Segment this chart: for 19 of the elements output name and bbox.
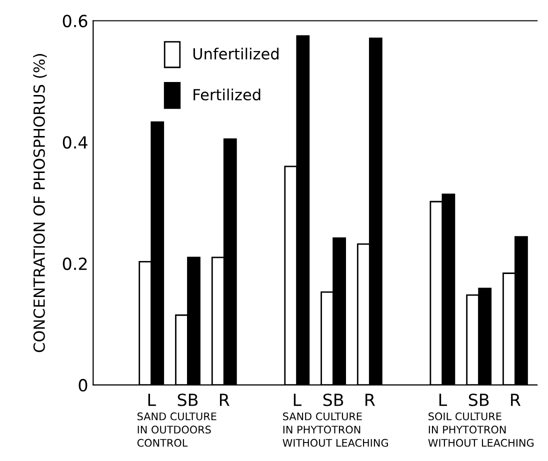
text: SAND CULTURE IN PHYTOTRON WITHOUT LEACHING [282,412,388,447]
x-tick-label: SB [178,394,198,406]
x-tick-label: SB [323,394,344,406]
legend-label: Unfertilized [193,48,278,60]
x-tick-label: R [366,394,375,406]
x-tick-label: SB [468,394,489,406]
x-tick-label: L [148,394,156,406]
y-tick-label: 0.4 [62,136,88,149]
y-axis-title: CONCENTRATION OF PHOSPHORUS (%) [33,54,47,352]
legend-label: Fertilized [194,88,260,100]
text: SAND CULTURE IN OUTDOORS CONTROL [137,412,216,447]
x-tick-label: R [511,394,521,406]
x-tick-label: L [439,394,447,406]
x-tick-label: L [294,394,302,406]
y-tick-label: 0.6 [62,14,88,28]
y-tick-label: 0.2 [62,258,87,270]
text: SOIL CULTURE IN PHYTOTRON WITHOUT LEACHING [428,412,534,447]
y-tick-label: 0 [78,378,88,392]
x-tick-label: R [220,394,230,406]
